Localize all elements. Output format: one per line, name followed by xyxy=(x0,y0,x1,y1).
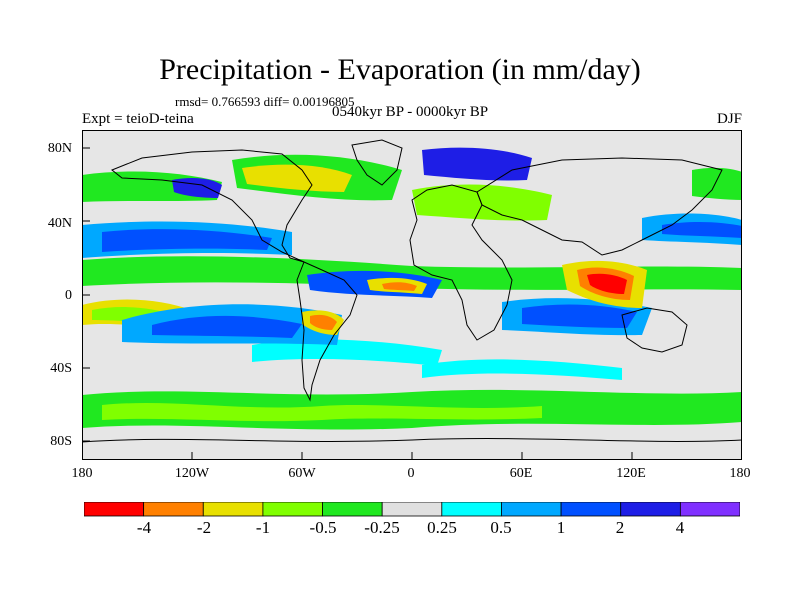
x-tick-60e: 60E xyxy=(509,466,533,481)
x-tick-180w: 180 xyxy=(71,466,93,481)
colorbar-label-1: 1 xyxy=(556,518,566,537)
x-tick-180e: 180 xyxy=(729,466,751,481)
colorbar-label-neg4: -4 xyxy=(136,518,152,537)
colorbar-label-2: 2 xyxy=(615,518,625,537)
experiment-label: Expt = teioD-teina xyxy=(82,111,194,127)
colorbar-label-025: 0.25 xyxy=(427,518,457,537)
colorbar-swatch xyxy=(381,502,443,517)
x-tick-60w: 60W xyxy=(288,466,316,481)
colorbar-swatch xyxy=(143,502,204,517)
colorbar-swatch xyxy=(441,502,502,517)
season-label: DJF xyxy=(716,111,742,127)
colorbar-label-neg2: -2 xyxy=(196,518,212,537)
y-tick-40s: 40S xyxy=(50,361,72,376)
stats-label: rmsd= 0.766593 diff= 0.00196805 xyxy=(175,94,355,109)
colorbar-swatch xyxy=(322,502,383,517)
x-tick-0: 0 xyxy=(407,466,415,481)
coastlines xyxy=(82,139,742,443)
plot-title: Precipitation - Evaporation (in mm/day) xyxy=(159,53,641,86)
colorbar-swatch xyxy=(202,502,264,517)
colorbar-swatch xyxy=(679,502,740,517)
colorbar-swatch xyxy=(501,502,562,517)
period-label: 0540kyr BP - 0000kyr BP xyxy=(331,104,489,120)
colorbar-label-neg05: -0.5 xyxy=(309,518,337,537)
colorbar xyxy=(84,502,740,517)
y-tick-40n: 40N xyxy=(47,216,72,231)
y-tick-80n: 80N xyxy=(47,141,72,156)
colorbar-swatch xyxy=(560,502,622,517)
colorbar-swatch xyxy=(620,502,681,517)
x-tick-120e: 120E xyxy=(616,466,646,481)
colorbar-label-neg1: -1 xyxy=(255,518,271,537)
contour-fields xyxy=(82,147,742,430)
colorbar-label-neg025: -0.25 xyxy=(364,518,400,537)
colorbar-swatch xyxy=(262,502,323,517)
colorbar-swatch xyxy=(84,502,145,517)
y-tick-80s: 80S xyxy=(50,434,72,449)
colorbar-label-4: 4 xyxy=(675,518,685,537)
colorbar-label-05: 0.5 xyxy=(490,518,512,537)
x-tick-120w: 120W xyxy=(174,466,210,481)
map-ticks xyxy=(82,147,633,460)
y-tick-0: 0 xyxy=(65,288,72,303)
world-map xyxy=(82,130,742,460)
